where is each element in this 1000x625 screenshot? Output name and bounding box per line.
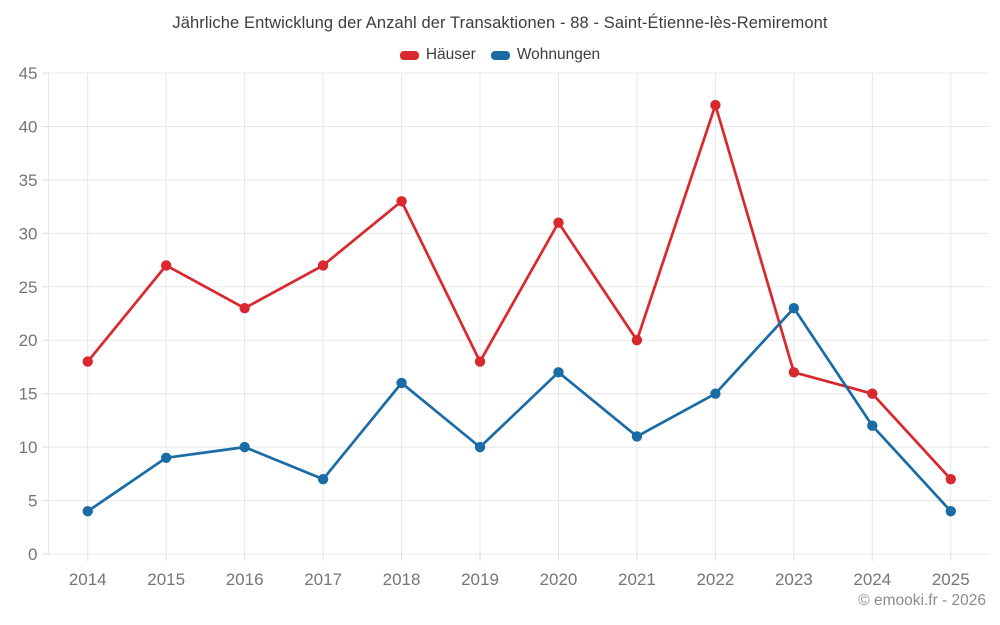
- hauser-point-2018: [396, 196, 407, 207]
- x-tick-label: 2017: [304, 570, 342, 589]
- wohnungen-point-2017: [317, 473, 329, 485]
- chart-title: Jährliche Entwicklung der Anzahl der Tra…: [172, 14, 828, 32]
- legend-item-wohnungen[interactable]: Wohnungen: [490, 46, 601, 64]
- hauser-point-2025: [945, 473, 956, 485]
- wohnungen-point-2025: [945, 506, 956, 517]
- hauser-point-2020: [553, 217, 564, 228]
- hauser-point-2017: [317, 260, 329, 271]
- hauser-legend-swatch-icon: [399, 50, 419, 60]
- chart-legend: Häuser Wohnungen: [0, 46, 1000, 64]
- hauser-point-2023: [788, 367, 800, 378]
- wohnungen-point-2022: [710, 388, 721, 399]
- legend-label-wohnungen: Wohnungen: [516, 46, 601, 63]
- legend-item-hauser[interactable]: Häuser: [399, 46, 476, 64]
- x-tick-label: 2016: [226, 570, 264, 589]
- hauser-point-2015: [160, 260, 172, 271]
- wohnungen-point-2021: [631, 431, 643, 442]
- y-tick-label: 5: [28, 492, 37, 511]
- footer-credit: © emooki.fr - 2026: [858, 592, 986, 609]
- wohnungen-point-2024: [867, 420, 878, 431]
- x-tick-label: 2023: [775, 570, 813, 589]
- y-tick-label: 40: [19, 117, 38, 136]
- x-tick-label: 2015: [147, 570, 185, 589]
- gridlines: [48, 72, 990, 555]
- wohnungen-point-2019: [474, 441, 486, 453]
- y-tick-label: 45: [19, 64, 38, 83]
- hauser-point-2019: [474, 356, 486, 367]
- x-axis-labels: 2014 2015 2016 2017 2018 2019 2020 2021 2022 2023…: [69, 570, 970, 589]
- y-tick-label: 25: [19, 278, 38, 297]
- y-tick-label: 20: [19, 331, 38, 350]
- series-wohnungen: [82, 302, 956, 517]
- wohnungen-legend-swatch-icon: [490, 50, 510, 60]
- hauser-point-2014: [82, 356, 93, 367]
- hauser-point-2022: [710, 99, 721, 111]
- axis-ticks: [42, 72, 952, 561]
- x-tick-label: 2022: [696, 570, 734, 589]
- wohnungen-point-2016: [239, 441, 250, 453]
- wohnungen-point-2015: [160, 452, 172, 463]
- hauser-point-2024: [867, 388, 878, 399]
- x-tick-label: 2018: [383, 570, 421, 589]
- hauser-line: [86, 103, 953, 481]
- hauser-point-2016: [239, 302, 250, 314]
- wohnungen-point-2023: [788, 302, 800, 314]
- x-tick-label: 2021: [618, 570, 656, 589]
- y-tick-label: 0: [28, 545, 37, 564]
- y-tick-label: 30: [19, 224, 38, 243]
- x-tick-label: 2020: [540, 570, 578, 589]
- y-tick-label: 35: [19, 171, 38, 190]
- y-tick-label: 10: [19, 438, 38, 457]
- legend-label-hauser: Häuser: [425, 46, 476, 63]
- series-hauser: [82, 99, 956, 485]
- x-tick-label: 2025: [932, 570, 970, 589]
- x-tick-label: 2014: [69, 570, 107, 589]
- y-axis-labels: 0 5 10 15 20 25 30 35 40 45: [19, 64, 38, 564]
- wohnungen-point-2020: [553, 367, 564, 378]
- wohnungen-point-2014: [82, 506, 93, 517]
- hauser-point-2021: [631, 335, 643, 346]
- wohnungen-line: [86, 306, 953, 513]
- x-tick-label: 2019: [461, 570, 499, 589]
- y-tick-label: 15: [19, 385, 38, 404]
- wohnungen-point-2018: [396, 377, 407, 389]
- x-tick-label: 2024: [853, 570, 891, 589]
